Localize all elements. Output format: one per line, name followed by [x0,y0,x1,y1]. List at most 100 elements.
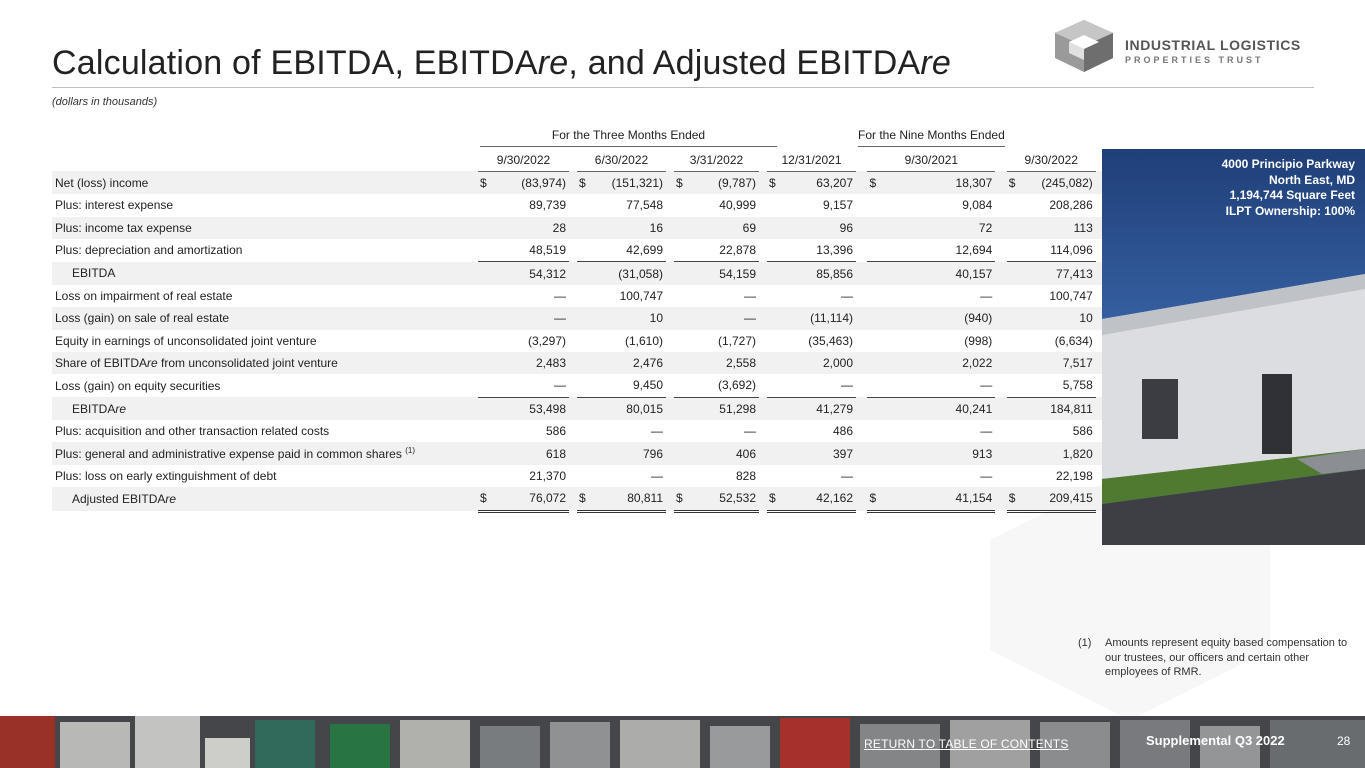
currency-symbol [674,194,686,216]
table-row: Loss (gain) on sale of real estate — 10 — (1… [52,307,1193,330]
date-header-text: 6/30/2022 [594,152,649,167]
value-cell: (6,634) [1054,333,1093,348]
column-gap [1095,351,1104,375]
column-gap [995,239,1007,262]
column-gap [856,239,867,262]
column-gap [569,351,577,375]
currency-symbol [767,238,779,263]
row-label-text: Loss on impairment of real estate [55,288,233,303]
value-cell: (35,463) [808,333,853,348]
column-gap [569,374,577,397]
group-header-row: For the Three Months Ended For the Nine M… [52,126,1193,148]
column-gap [856,487,868,512]
row-label-text: Loss (gain) on sale of real estate [55,311,230,326]
column-gap [759,148,767,171]
column-gap [1095,442,1104,465]
value-cell: (245,082) [1018,171,1096,195]
currency-symbol [867,285,884,307]
column-gap [995,261,1007,285]
value-cell: 85,856 [779,261,856,285]
column-gap [759,261,767,285]
table-row: Plus: general and administrative expense… [52,442,1193,465]
column-gap [995,374,1007,397]
row-label-text: EBITDA [72,401,116,416]
currency-symbol [867,216,885,239]
value-cell: 77,413 [1018,261,1096,285]
column-gap [470,465,478,487]
value-cell: 21,370 [529,469,566,484]
column-gap [470,216,478,239]
value-cell: 22,198 [1056,469,1093,484]
currency-symbol [767,374,779,398]
value-cell: 113 [1018,216,1096,239]
column-gap [470,330,478,352]
column-gap [666,239,674,262]
column-gap [759,374,767,397]
currency-symbol [577,397,589,421]
table-row: Loss (gain) on equity securities — 9,450 (3… [52,374,1193,398]
column-gap [569,148,577,171]
currency-symbol [867,194,884,216]
row-label: EBITDA [52,261,470,285]
units-note: (dollars in thousands) [52,96,158,108]
column-gap [666,148,674,171]
row-label-text: Plus: depreciation and amortization [55,243,243,258]
value-cell: 2,000 [779,351,856,375]
value-cell: 486 [832,424,853,439]
currency-symbol [674,238,686,263]
header-spacer [52,148,470,171]
value-cell: 9,157 [822,198,853,213]
currency-symbol [577,420,589,442]
property-address: 4000 Principio Parkway [1221,157,1355,171]
currency-symbol: $ [767,171,779,195]
column-gap [1095,397,1104,421]
column-gap [1095,216,1104,239]
column-gap [569,397,577,421]
column-gap [470,351,478,375]
table-row: Plus: income tax expense2816699672113177 [52,216,1193,239]
three-months-header: For the Three Months Ended [478,126,779,148]
currency-symbol [1007,420,1019,442]
value-cell: 13,396 [779,238,856,263]
return-to-contents-link[interactable]: RETURN TO TABLE OF CONTENTS [864,737,1069,751]
currency-symbol [478,420,490,442]
column-gap [856,330,867,352]
currency-symbol [674,420,686,442]
currency-symbol [478,351,490,375]
column-gap [759,285,767,307]
value-cell: (1,610) [624,333,663,348]
row-label-suffix: re [165,492,177,507]
column-gap [1095,487,1104,512]
column-gap [569,171,577,195]
row-label-text: Adjusted EBITDA [72,492,166,507]
currency-symbol [867,442,885,465]
currency-symbol [1007,285,1019,307]
column-gap [470,307,478,330]
column-gap [856,216,868,239]
logo-tagline: PROPERTIES TRUST [1125,55,1264,65]
currency-symbol [674,465,686,487]
column-gap [856,397,868,421]
column-gap [470,374,478,397]
value-cell: 54,312 [490,261,569,285]
table-row: Plus: acquisition and other transaction … [52,420,1193,442]
value-cell: (151,321) [589,171,666,195]
column-gap [470,285,478,307]
value-cell: 586 [1072,424,1093,439]
row-label: Adjusted EBITDAre [52,487,470,512]
column-gap [759,397,767,421]
table-row: EBITDAre 53,498 80,015 51,298 41,279 40,241 18… [52,397,1193,421]
currency-symbol [1007,465,1019,487]
row-label-text: Loss (gain) on equity securities [55,378,221,393]
currency-symbol [867,330,884,352]
date-header-text: 3/31/2022 [689,152,744,167]
date-header: 9/30/2022 [1006,148,1096,172]
currency-symbol [1006,442,1019,465]
currency-symbol [674,330,686,352]
currency-symbol [674,351,686,375]
currency-symbol [867,351,885,375]
value-cell: 40,157 [884,261,996,285]
value-cell: 41,154 [884,487,996,513]
row-label: EBITDAre [52,397,470,421]
date-header-row: 9/30/2022 6/30/2022 3/31/2022 12/31/2021 9/3… [52,148,1193,172]
